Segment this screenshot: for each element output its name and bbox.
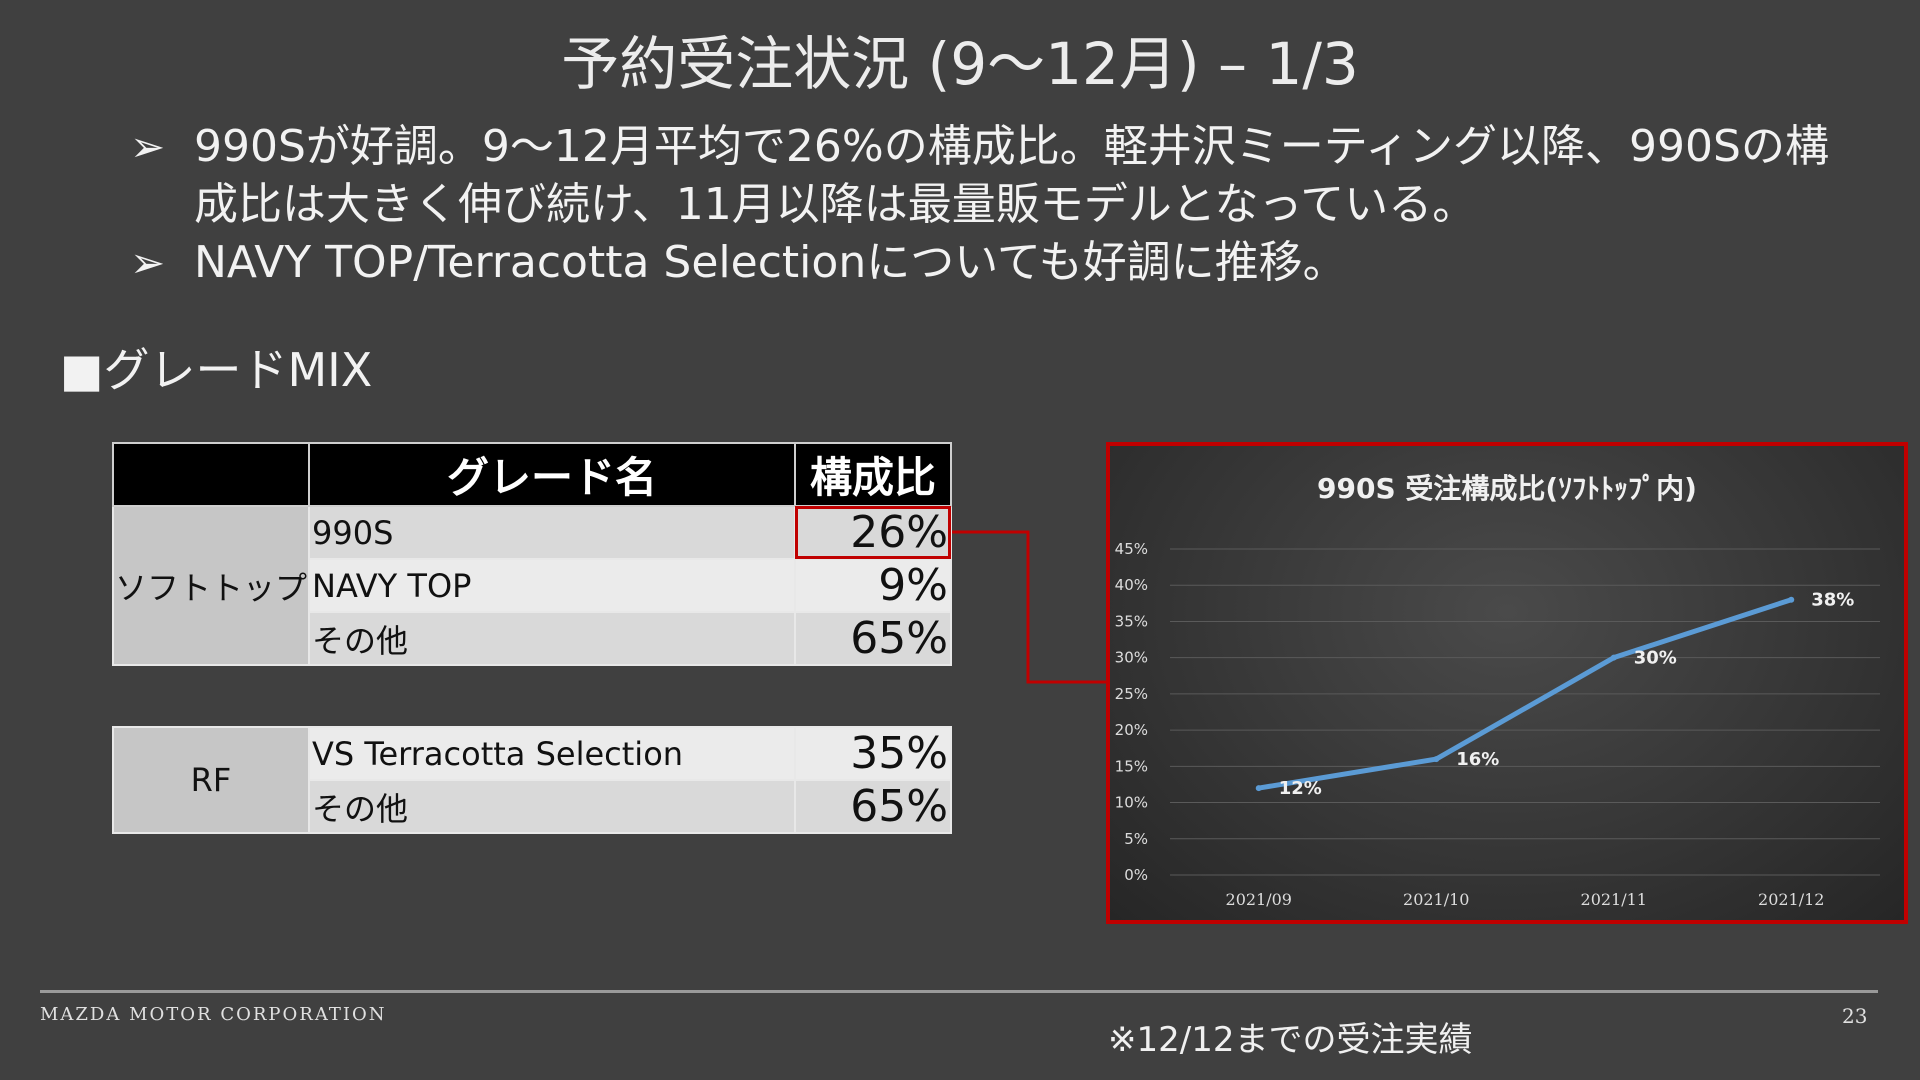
bullet-text: NAVY TOP/Terracotta Selectionについても好調に推移。 xyxy=(194,237,1347,288)
table-row: NAVY TOP 9% xyxy=(113,558,952,613)
grade-mix-table: グレード名 構成比 ソフトトップ 990S 26% NAVY TOP 9% その… xyxy=(112,442,952,666)
line-chart: 990S 受注構成比(ｿﾌﾄﾄｯﾌﾟ内) 0% 5% 10% 15% 20% 25% 30% 3… xyxy=(1115,472,1880,909)
x-tick-label: 2021/12 xyxy=(1758,890,1824,909)
y-tick-label: 10% xyxy=(1115,794,1148,812)
header-share: 構成比 xyxy=(794,442,952,507)
grade-name-cell: その他 xyxy=(308,779,796,834)
y-tick-label: 5% xyxy=(1124,830,1148,848)
data-label: 38% xyxy=(1811,590,1854,611)
x-tick-label: 2021/09 xyxy=(1226,890,1292,909)
bullet-item: ➢ 990Sが好調。9～12月平均で26%の構成比。軽井沢ミーティング以降、99… xyxy=(130,118,1870,234)
share-cell: 65% xyxy=(794,611,952,666)
data-point xyxy=(1433,756,1440,763)
data-label: 30% xyxy=(1634,648,1677,669)
table-header-row: グレード名 構成比 xyxy=(112,442,952,507)
group-label-rf: RF xyxy=(112,726,310,834)
grade-name-cell: その他 xyxy=(308,611,796,666)
table-row: その他 65% xyxy=(113,611,952,666)
y-tick-label: 0% xyxy=(1124,866,1148,884)
share-cell: 9% xyxy=(794,558,952,613)
x-tick-label: 2021/11 xyxy=(1581,890,1647,909)
share-cell: 65% xyxy=(794,779,952,834)
table-row: RF VS Terracotta Selection 35% xyxy=(112,726,952,834)
grade-name-cell: NAVY TOP xyxy=(308,558,796,613)
x-tick-label: 2021/10 xyxy=(1403,890,1469,909)
y-tick-label: 40% xyxy=(1115,576,1148,594)
share-cell-highlighted: 26% xyxy=(794,505,952,560)
section-heading: ■グレードMIX xyxy=(60,340,372,400)
bullet-item: ➢ NAVY TOP/Terracotta Selectionについても好調に推… xyxy=(130,234,1870,292)
rf-table: RF VS Terracotta Selection 35% その他 65% xyxy=(112,726,952,834)
y-tick-label: 45% xyxy=(1115,540,1148,558)
header-grade-name: グレード名 xyxy=(308,442,796,507)
y-tick-label: 15% xyxy=(1115,757,1148,775)
company-name: MAZDA MOTOR CORPORATION xyxy=(40,1004,387,1025)
footer-divider xyxy=(40,990,1878,993)
data-point xyxy=(1255,785,1262,792)
table-row: その他 65% xyxy=(113,779,952,834)
chart-panel: 990S 受注構成比(ｿﾌﾄﾄｯﾌﾟ内) 0% 5% 10% 15% 20% 25% 30% 3… xyxy=(1106,442,1908,924)
chart-title: 990S 受注構成比(ｿﾌﾄﾄｯﾌﾟ内) xyxy=(1317,472,1697,505)
y-tick-label: 35% xyxy=(1115,612,1148,630)
table-row: ソフトトップ 990S 26% xyxy=(112,505,952,666)
group-label-softtop: ソフトトップ xyxy=(112,505,310,666)
data-label: 12% xyxy=(1279,778,1322,799)
data-point xyxy=(1610,654,1617,661)
grade-name-cell: 990S xyxy=(308,505,796,560)
share-cell: 35% xyxy=(794,726,952,781)
footer-note: ※12/12までの受注実績 xyxy=(1108,1020,1473,1060)
arrow-bullet-icon: ➢ xyxy=(130,238,166,287)
series-line xyxy=(1256,597,1794,791)
bullet-text: 990Sが好調。9～12月平均で26%の構成比。軽井沢ミーティング以降、990S… xyxy=(194,121,1829,230)
slide-title: 予約受注状況 (9～12月) – 1/3 xyxy=(561,30,1359,98)
y-tick-label: 30% xyxy=(1115,649,1148,667)
header-empty-cell xyxy=(112,442,310,507)
grade-name-cell: VS Terracotta Selection xyxy=(308,726,796,781)
data-point xyxy=(1788,596,1795,603)
page-number: 23 xyxy=(1842,1004,1868,1028)
data-label: 16% xyxy=(1456,749,1499,770)
y-tick-label: 25% xyxy=(1115,685,1148,703)
bullet-list: ➢ 990Sが好調。9～12月平均で26%の構成比。軽井沢ミーティング以降、99… xyxy=(130,118,1870,292)
arrow-bullet-icon: ➢ xyxy=(130,122,166,171)
connector-line xyxy=(952,530,1108,684)
section-heading-text: ■グレードMIX xyxy=(60,343,373,397)
y-tick-label: 20% xyxy=(1115,721,1148,739)
